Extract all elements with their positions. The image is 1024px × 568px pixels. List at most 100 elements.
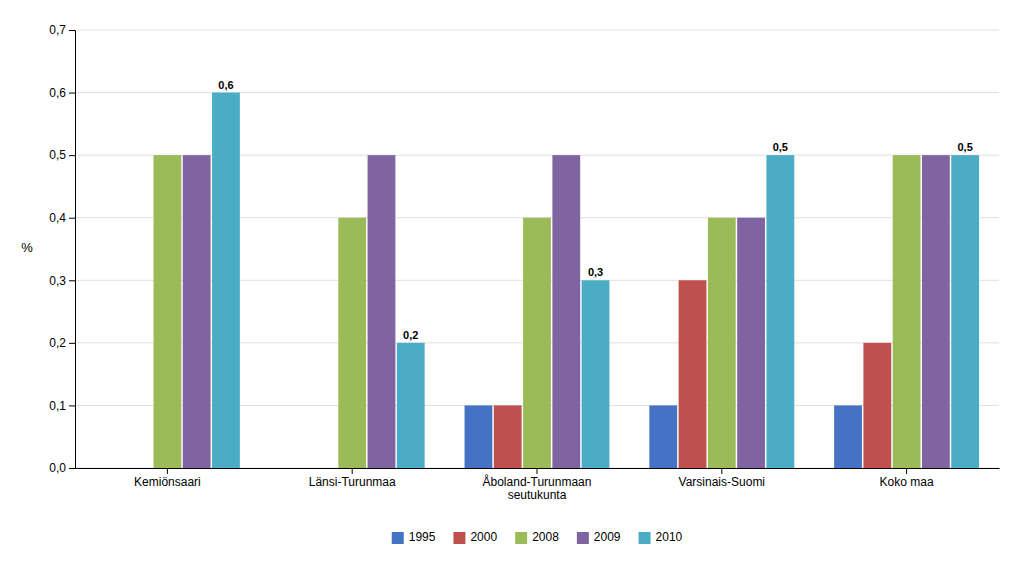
bar-series [212,93,979,468]
x-tick-label-line: Varsinais-Suomi [679,475,765,489]
y-tick: 0,2 [49,336,75,350]
bar [834,405,862,468]
bars [153,93,979,468]
y-axis: 0,0 0,1 0,2 0,3 0,4 0,5 0,6 0,7 [49,23,75,475]
bar [552,155,580,468]
x-tick-label: Kemiönsaari [134,475,201,489]
bar [95,468,123,469]
x-tick-label: Länsi-Turunmaa [309,475,396,489]
legend-item: 2000 [453,530,497,544]
data-labels: 0,6 0,2 0,3 0,5 0,5 [218,79,972,341]
x-axis: Kemiönsaari Länsi-Turunmaa Åboland-Turunma… [76,468,1000,502]
bar [309,468,337,469]
bar [582,280,610,468]
bar [523,218,551,468]
legend-label: 2010 [656,530,683,544]
legend-label: 2008 [532,530,559,544]
bar [649,405,677,468]
legend-swatch [453,532,465,544]
x-tick: Åboland-Turunmaanseutukunta [483,468,592,502]
bar [766,155,794,468]
legend-swatch [392,532,404,544]
y-tick-mark [69,468,75,469]
x-tick-mark [721,468,722,474]
y-axis-title: % [21,240,33,255]
bar [679,280,707,468]
x-tick-label-line: Koko maa [880,475,934,489]
y-tick: 0,1 [49,399,75,413]
y-tick: 0,6 [49,86,75,100]
bar [863,343,891,468]
legend-swatch [515,532,527,544]
x-tick: Länsi-Turunmaa [309,468,396,489]
bar [951,155,979,468]
bar [893,155,921,468]
x-tick-label: Koko maa [880,475,934,489]
data-label: 0,6 [218,79,233,91]
legend-swatch [577,532,589,544]
x-tick-label-line: Åboland-Turunmaan [483,474,592,489]
bar [338,218,366,468]
bar [397,343,425,468]
bar [708,218,736,468]
grid-line [75,30,999,31]
legend: 1995 2000 2008 2009 2010 [392,530,683,544]
x-tick-mark [906,468,907,474]
legend-item: 2008 [515,530,559,544]
bar [212,93,240,468]
y-tick: 0,5 [49,148,75,162]
bar [153,155,181,468]
x-tick: Varsinais-Suomi [679,468,765,489]
legend-item: 2010 [639,530,683,544]
bar-series [183,155,950,468]
data-label: 0,2 [403,329,418,341]
y-tick-label: 0,5 [49,148,66,162]
x-tick-label: Åboland-Turunmaanseutukunta [483,474,592,503]
bar [183,155,211,468]
x-tick: Kemiönsaari [134,468,201,489]
bar [922,155,950,468]
legend-item: 1995 [392,530,436,544]
y-tick: 0,4 [49,211,75,225]
y-tick-mark [69,280,75,281]
legend-item: 2009 [577,530,621,544]
bar [737,218,765,468]
y-tick-mark [69,155,75,156]
x-tick-label-line: seutukunta [508,488,567,502]
y-tick-label: 0,3 [49,274,66,288]
data-label: 0,3 [588,266,603,278]
bar [124,468,152,469]
legend-label: 2000 [470,530,497,544]
y-tick-mark [69,405,75,406]
legend-swatch [639,532,651,544]
bar [465,405,493,468]
x-tick-label: Varsinais-Suomi [679,475,765,489]
x-tick-mark [537,468,538,474]
y-tick-label: 0,7 [49,23,66,37]
y-tick-label: 0,4 [49,211,66,225]
y-tick-label: 0,6 [49,86,66,100]
x-tick-label-line: Länsi-Turunmaa [309,475,396,489]
y-tick-label: 0,0 [49,461,66,475]
bar [280,468,308,469]
y-tick-label: 0,2 [49,336,66,350]
x-tick-label-line: Kemiönsaari [134,475,201,489]
y-tick-mark [69,218,75,219]
data-label: 0,5 [958,141,973,153]
data-label: 0,5 [773,141,788,153]
y-tick-mark [69,343,75,344]
x-tick-mark [167,468,168,474]
bar-series [153,155,920,468]
bar [368,155,396,468]
legend-label: 2009 [594,530,621,544]
bar [494,405,522,468]
y-tick: 0,0 [49,461,75,475]
chart: 0,0 0,1 0,2 0,3 0,4 0,5 0,6 0,7% Kemiönsaari Läns… [0,0,1024,568]
x-tick-mark [352,468,353,474]
plot: 0,0 0,1 0,2 0,3 0,4 0,5 0,6 0,7% Kemiönsaari Läns… [21,23,999,502]
legend-label: 1995 [409,530,436,544]
y-tick: 0,3 [49,274,75,288]
x-tick: Koko maa [880,468,934,489]
y-axis-line [69,31,76,469]
grid [75,30,999,468]
